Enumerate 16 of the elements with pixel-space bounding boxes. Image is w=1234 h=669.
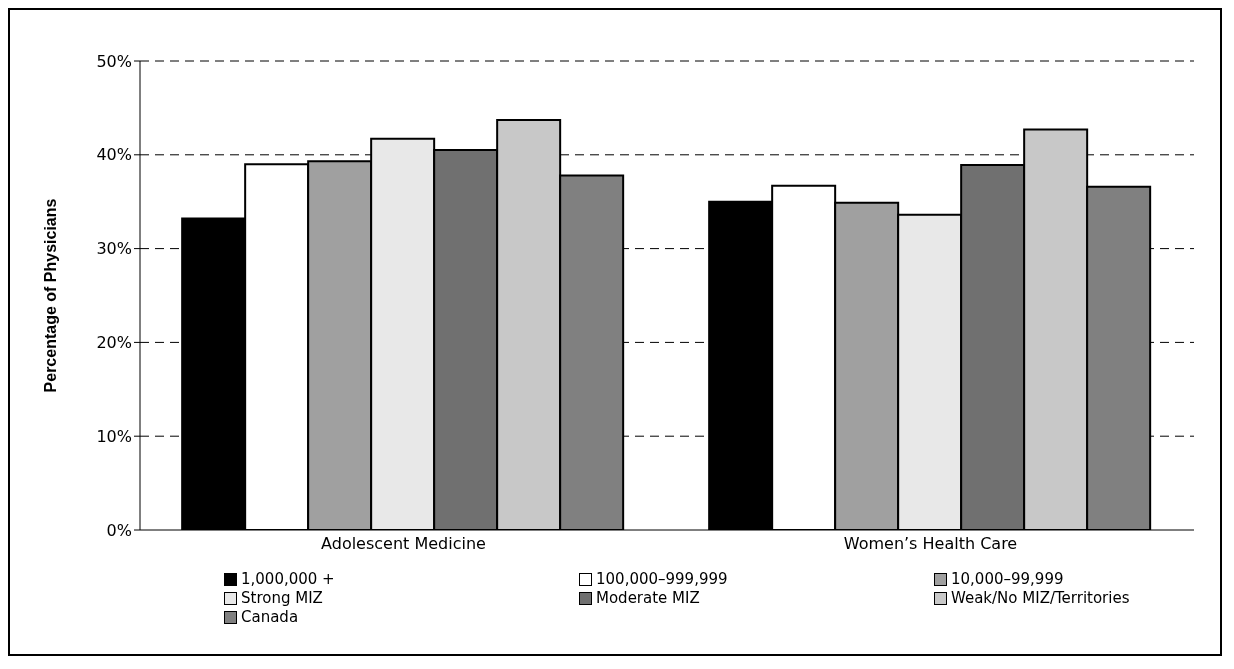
x-tick-label: Adolescent Medicine: [321, 534, 486, 554]
legend-label: Canada: [241, 608, 299, 626]
legend-label: Strong MIZ: [241, 589, 323, 607]
y-tick-label: 0%: [106, 520, 132, 540]
legend-label: 10,000–99,999: [951, 570, 1064, 588]
y-tick-label: 10%: [96, 426, 132, 446]
y-tick-label: 30%: [96, 239, 132, 259]
legend-label: Moderate MIZ: [596, 589, 700, 607]
y-tick-label: 40%: [96, 145, 132, 165]
legend-label: 1,000,000 +: [241, 570, 335, 588]
legend-label: Weak/No MIZ/Territories: [951, 589, 1130, 607]
y-tick-label: 50%: [96, 51, 132, 71]
y-tick-label: 20%: [96, 333, 132, 353]
legend-label: 100,000–999,999: [596, 570, 728, 588]
x-tick-label: Women’s Health Care: [843, 534, 1018, 554]
y-axis-title: Percentage of Physicians: [41, 198, 59, 393]
